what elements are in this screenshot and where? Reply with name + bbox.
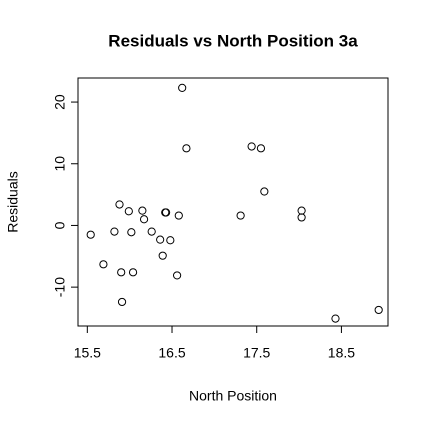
plot-frame <box>77 77 389 327</box>
point <box>297 206 306 215</box>
y-tick-label: 10 <box>52 156 68 172</box>
point <box>161 208 171 217</box>
x-tick-label: 18.5 <box>328 345 355 361</box>
point <box>86 230 95 239</box>
point <box>166 236 175 245</box>
chart-title: Residuals vs North Position 3a <box>108 31 358 50</box>
point <box>124 207 133 216</box>
y-tick-label: 0 <box>52 221 68 229</box>
point <box>174 211 183 220</box>
point <box>99 260 108 269</box>
point <box>374 305 383 315</box>
y-axis-label: Residuals <box>5 171 21 232</box>
point <box>158 251 167 260</box>
x-axis-label: North Position <box>189 388 277 404</box>
point <box>247 142 256 151</box>
point <box>182 144 191 153</box>
point <box>172 271 182 280</box>
point <box>260 187 269 196</box>
point <box>115 200 124 209</box>
y-tick-label: 20 <box>52 94 68 110</box>
point <box>117 297 127 307</box>
point <box>127 228 136 237</box>
point <box>156 235 165 244</box>
point <box>138 206 147 215</box>
y-tick-label: -10 <box>52 277 68 297</box>
point <box>256 144 266 153</box>
point <box>139 215 149 224</box>
point <box>297 213 306 222</box>
x-tick-label: 15.5 <box>74 345 101 361</box>
x-tick-label: 17.5 <box>243 345 270 361</box>
point <box>128 268 138 277</box>
point <box>117 268 126 277</box>
point <box>110 227 119 236</box>
point <box>331 314 340 323</box>
point <box>147 227 156 236</box>
x-tick-label: 16.5 <box>158 345 185 361</box>
point <box>178 83 187 92</box>
point <box>236 211 245 220</box>
